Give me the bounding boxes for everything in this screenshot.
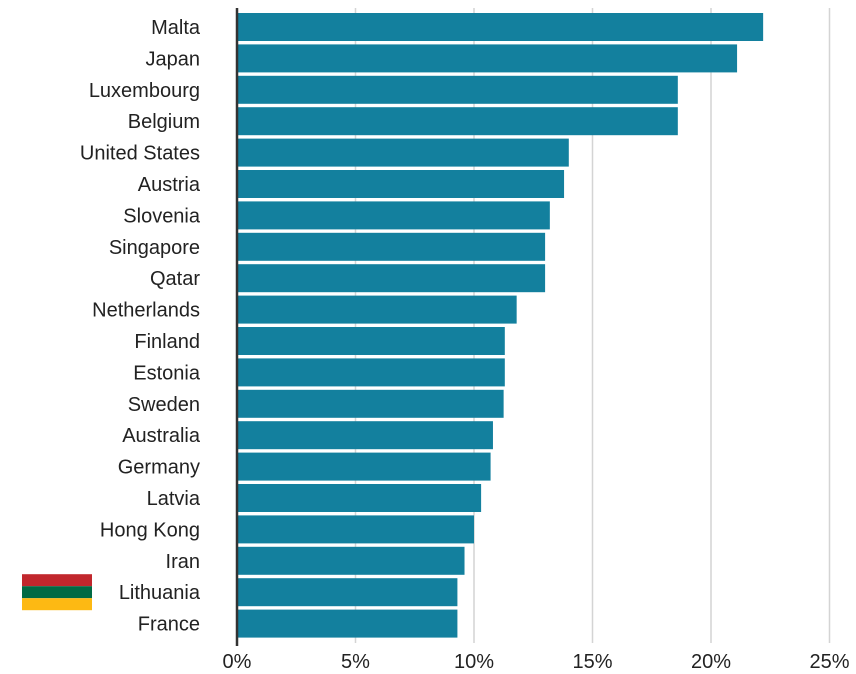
bar	[237, 327, 505, 355]
category-label: Belgium	[128, 111, 200, 133]
x-tick-label: 10%	[454, 651, 494, 673]
bar	[237, 295, 517, 324]
category-label: Finland	[134, 331, 200, 353]
category-label: Lithuania	[119, 582, 201, 604]
category-labels: Malta Japan Luxembourg Belgium United States…	[80, 17, 201, 636]
flag-stripe	[22, 598, 92, 611]
x-tick-label: 15%	[572, 651, 612, 673]
x-tick-label: 0%	[223, 651, 252, 673]
bar	[237, 546, 465, 575]
category-label: Slovenia	[123, 205, 201, 227]
x-tick-label: 25%	[809, 651, 849, 673]
category-label: Malta	[151, 17, 201, 39]
bar	[237, 170, 565, 198]
bar	[237, 358, 505, 387]
bar	[237, 264, 546, 293]
category-label: Austria	[138, 174, 201, 196]
category-label: Iran	[166, 551, 200, 573]
bar	[237, 13, 764, 41]
category-label: Qatar	[150, 268, 200, 290]
bar	[237, 44, 738, 73]
category-label: United States	[80, 143, 200, 165]
category-label: Singapore	[109, 237, 200, 259]
bar	[237, 232, 546, 261]
category-label: Australia	[122, 425, 201, 447]
category-label: Estonia	[133, 362, 201, 384]
bar	[237, 578, 458, 607]
category-label: Japan	[146, 48, 201, 70]
bar	[237, 515, 474, 544]
flag-stripe	[22, 586, 92, 599]
bar	[237, 138, 569, 167]
bar	[237, 389, 504, 418]
category-label: Sweden	[128, 394, 200, 416]
bar	[237, 484, 482, 512]
category-label: Hong Kong	[100, 519, 200, 541]
lithuania-flag-icon	[22, 574, 92, 611]
bar	[237, 75, 678, 104]
x-tick-label: 20%	[691, 651, 731, 673]
x-tick-labels: 0% 5% 10% 15% 20% 25%	[223, 651, 850, 673]
bar	[237, 421, 493, 450]
flag-stripe	[22, 574, 92, 587]
category-label: Latvia	[147, 488, 201, 510]
bar	[237, 107, 678, 136]
bar	[237, 201, 550, 230]
category-label: Netherlands	[92, 300, 200, 322]
category-label: Luxembourg	[89, 80, 200, 102]
x-tick-label: 5%	[341, 651, 370, 673]
category-label: Germany	[118, 457, 200, 479]
bar	[237, 452, 491, 481]
bar	[237, 609, 458, 638]
category-label: France	[138, 614, 200, 636]
bars	[237, 13, 764, 638]
